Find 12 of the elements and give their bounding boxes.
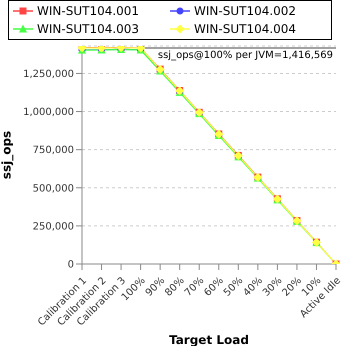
y-tick-label: 1,250,000 — [23, 68, 74, 80]
legend-label: WIN-SUT104.004 — [194, 22, 296, 36]
y-axis-title: ssj_ops — [0, 130, 14, 180]
ref-line-label: ssj_ops@100% per JVM=1,416,569 — [158, 50, 333, 62]
y-tick-label: 500,000 — [32, 183, 74, 194]
y-tick-label: 250,000 — [32, 221, 74, 232]
legend-label: WIN-SUT104.003 — [37, 22, 140, 36]
y-tick-label: 750,000 — [32, 145, 74, 156]
legend-label: WIN-SUT104.002 — [194, 4, 296, 18]
y-tick-label: 1,000,000 — [23, 107, 74, 118]
y-tick-label: 0 — [68, 260, 74, 271]
legend-label: WIN-SUT104.001 — [37, 4, 140, 18]
